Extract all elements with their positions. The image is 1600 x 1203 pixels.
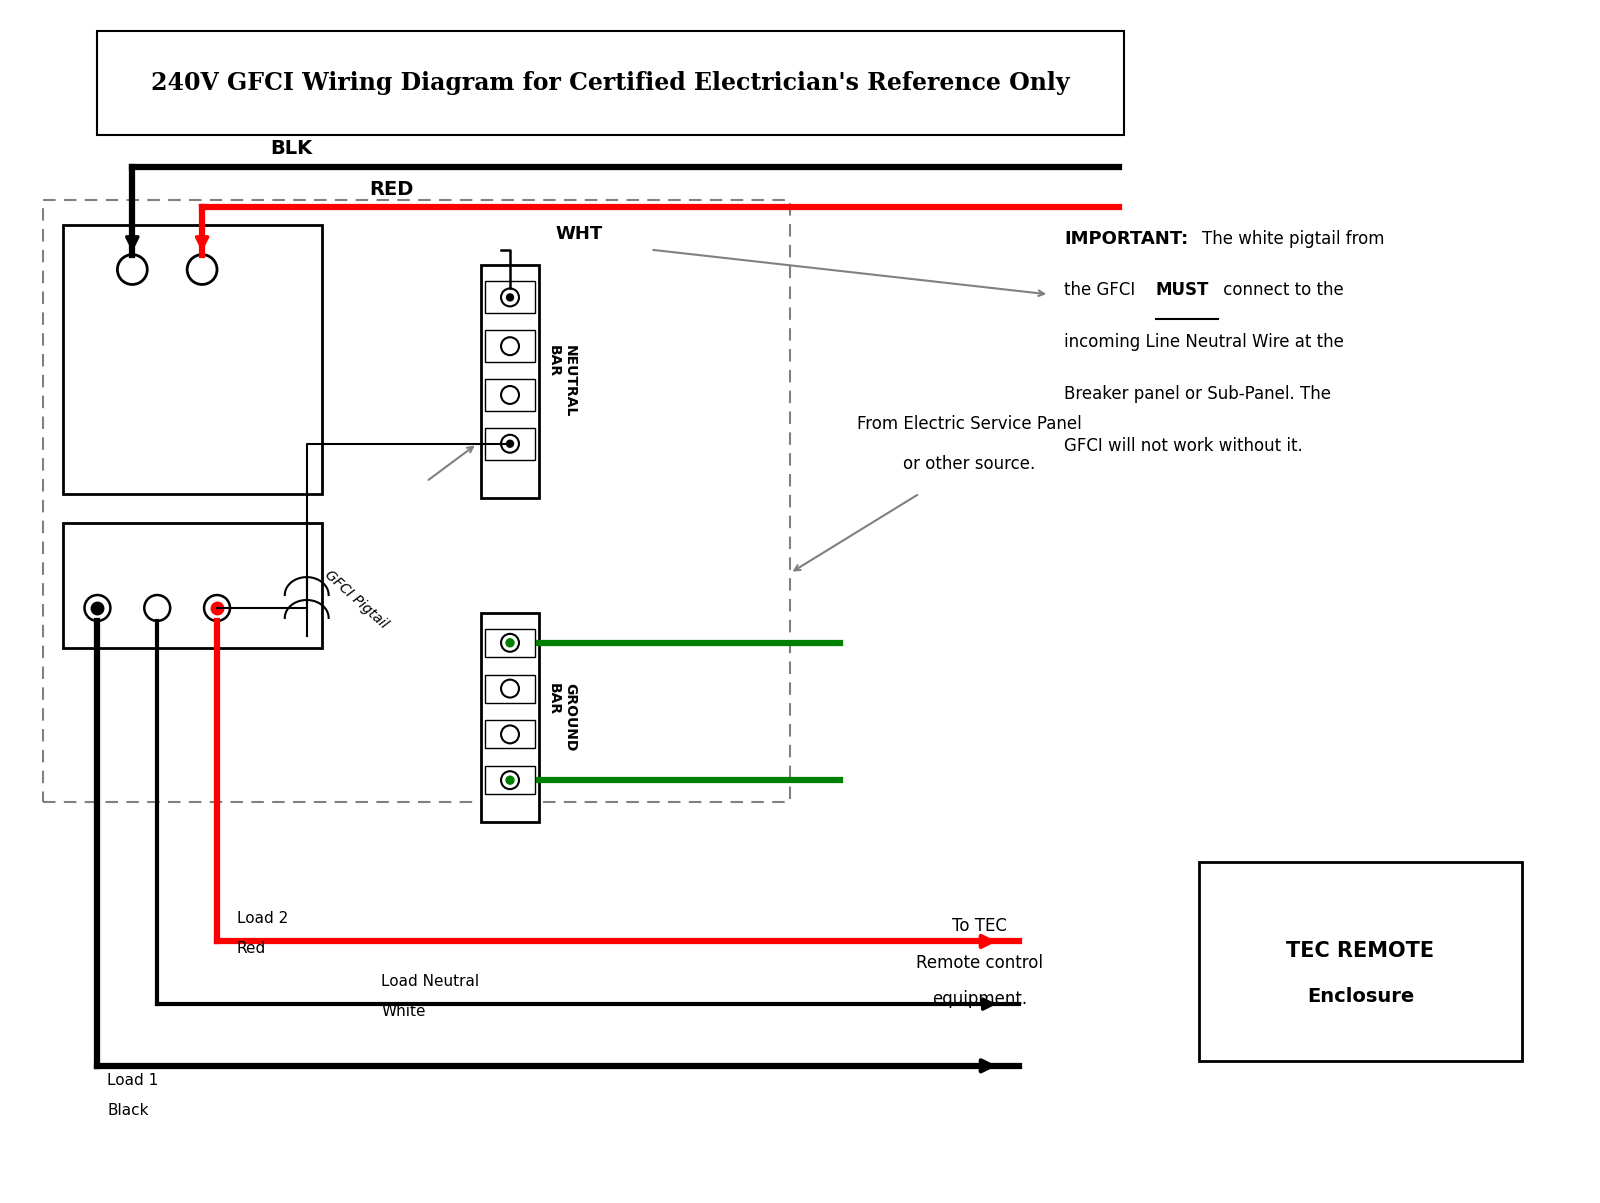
Text: 240V GFCI Wiring Diagram for Certified Electrician's Reference Only: 240V GFCI Wiring Diagram for Certified E…: [152, 71, 1070, 95]
Bar: [482, 614, 539, 822]
Text: WHT: WHT: [555, 225, 603, 243]
Text: TEC REMOTE: TEC REMOTE: [1286, 942, 1435, 961]
Text: Remote control: Remote control: [915, 954, 1043, 972]
FancyBboxPatch shape: [98, 30, 1123, 135]
Text: To TEC: To TEC: [952, 918, 1006, 936]
Bar: [485, 766, 534, 794]
Bar: [482, 265, 539, 498]
Text: Load 2: Load 2: [237, 912, 288, 926]
Text: Black: Black: [107, 1103, 149, 1118]
Circle shape: [507, 294, 514, 301]
Circle shape: [507, 440, 514, 448]
Text: GFCI will not work without it.: GFCI will not work without it.: [1064, 437, 1302, 455]
Text: Breaker panel or Sub-Panel. The: Breaker panel or Sub-Panel. The: [1064, 385, 1331, 403]
Text: incoming Line Neutral Wire at the: incoming Line Neutral Wire at the: [1064, 333, 1344, 351]
Text: From Electric Service Panel: From Electric Service Panel: [858, 415, 1082, 433]
Bar: [485, 428, 534, 460]
Text: connect to the: connect to the: [1218, 282, 1344, 300]
Text: NEUTRAL
BAR: NEUTRAL BAR: [547, 345, 578, 417]
Text: Red: Red: [237, 942, 266, 956]
Text: the GFCI: the GFCI: [1064, 282, 1141, 300]
Bar: [62, 523, 322, 647]
Text: IMPORTANT:: IMPORTANT:: [1064, 230, 1189, 248]
Text: Load Neutral: Load Neutral: [381, 974, 480, 989]
Text: or other source.: or other source.: [904, 455, 1035, 473]
Text: The white pigtail from: The white pigtail from: [1202, 230, 1384, 248]
Circle shape: [506, 639, 514, 647]
FancyBboxPatch shape: [1198, 861, 1523, 1061]
Bar: [62, 225, 322, 493]
Text: MUST: MUST: [1155, 282, 1210, 300]
Bar: [485, 675, 534, 703]
Text: GFCI Pigtail: GFCI Pigtail: [322, 567, 390, 630]
Text: White: White: [381, 1005, 426, 1019]
Bar: [485, 721, 534, 748]
Text: Load 1: Load 1: [107, 1073, 158, 1088]
Text: RED: RED: [370, 180, 414, 198]
Bar: [485, 331, 534, 362]
Text: BLK: BLK: [270, 140, 314, 158]
Text: equipment.: equipment.: [931, 990, 1027, 1008]
Bar: [485, 379, 534, 411]
Bar: [485, 282, 534, 313]
Circle shape: [506, 776, 514, 784]
Text: Enclosure: Enclosure: [1307, 986, 1414, 1006]
Text: GROUND
BAR: GROUND BAR: [547, 683, 578, 752]
Bar: [485, 629, 534, 657]
